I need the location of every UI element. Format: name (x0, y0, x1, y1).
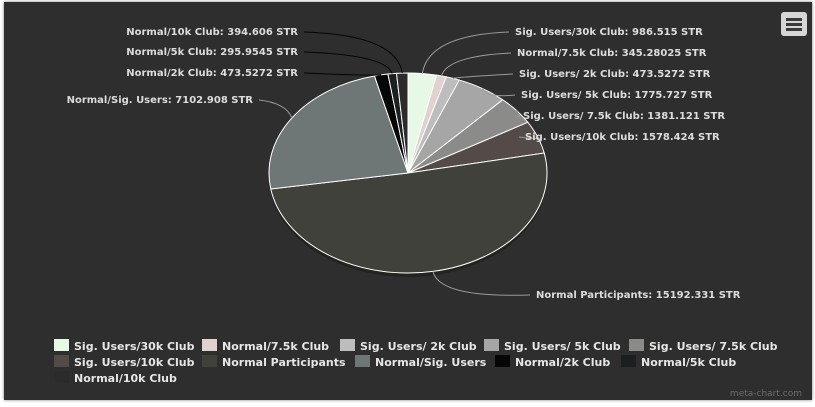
legend-item-label[interactable]: Normal/2k Club (515, 356, 610, 369)
data-label-connector (518, 136, 540, 140)
legend-swatch (621, 355, 636, 367)
legend-item-label[interactable]: Sig. Users/10k Club (74, 356, 195, 369)
data-label: Sig. Users/ 2k Club: 473.5272 STR (519, 69, 711, 80)
data-label-connector (452, 73, 514, 79)
legend-swatch (355, 355, 370, 367)
data-label-connector (481, 88, 516, 97)
legend-item-label[interactable]: Normal/7.5k Club (222, 340, 329, 353)
legend-item-label[interactable]: Sig. Users/ 7.5k Club (649, 340, 778, 353)
data-label-connector (303, 72, 382, 76)
data-labels-group: Sig. Users/30k Club: 986.515 STR Normal/7… (67, 27, 741, 301)
data-label: Sig. Users/ 7.5k Club: 1381.121 STR (523, 111, 725, 122)
legend-item-label[interactable]: Sig. Users/ 5k Club (504, 340, 621, 353)
legend-item-label[interactable]: Normal Participants (222, 356, 346, 369)
data-label: Sig. Users/ 5k Club: 1775.727 STR (521, 90, 713, 101)
legend-swatch (629, 339, 644, 351)
data-label-connector (303, 31, 403, 74)
data-label-connector (440, 52, 512, 77)
data-label-connector (421, 31, 510, 74)
data-label: Normal/5k Club: 295.9545 STR (126, 47, 298, 58)
legend-swatch (54, 355, 69, 367)
pie-chart: Sig. Users/30k Club: 986.515 STR Normal/7… (54, 27, 802, 399)
data-label: Normal Participants: 15192.331 STR (536, 290, 741, 301)
data-label-connector (432, 271, 531, 296)
legend-swatch (202, 355, 217, 367)
legend-swatch (495, 355, 510, 367)
data-label-connector (258, 99, 293, 119)
legend: Sig. Users/30k Club Normal/7.5k Club Sig. … (54, 339, 778, 385)
legend-swatch (54, 339, 69, 351)
legend-swatch (484, 339, 499, 351)
data-label: Normal/10k Club: 394.606 STR (126, 27, 298, 38)
credit-text: meta-chart.com (730, 389, 802, 399)
slices-group (268, 72, 548, 277)
data-label: Normal/2k Club: 473.5272 STR (126, 68, 298, 79)
data-label: Sig. Users/10k Club: 1578.424 STR (525, 132, 720, 143)
hamburger-menu-icon (781, 12, 807, 36)
data-label: Normal/7.5k Club: 345.28025 STR (517, 48, 707, 59)
legend-item-label[interactable]: Normal/10k Club (74, 372, 177, 385)
legend-swatch (340, 339, 355, 351)
data-label-connector (303, 51, 393, 74)
data-label-connector (516, 110, 521, 118)
menu-button[interactable] (781, 12, 807, 36)
legend-item-label[interactable]: Sig. Users/30k Club (74, 340, 195, 353)
data-label: Normal/Sig. Users: 7102.908 STR (67, 95, 254, 106)
legend-swatch (54, 371, 69, 383)
legend-item-label[interactable]: Sig. Users/ 2k Club (360, 340, 477, 353)
chart-panel: Sig. Users/30k Club: 986.515 STR Normal/7… (4, 2, 812, 400)
legend-item-label[interactable]: Normal/Sig. Users (375, 356, 487, 369)
legend-item-label[interactable]: Normal/5k Club (641, 356, 736, 369)
pie-slice[interactable] (268, 75, 409, 190)
legend-swatch (202, 339, 217, 351)
data-label: Sig. Users/30k Club: 986.515 STR (515, 27, 703, 38)
